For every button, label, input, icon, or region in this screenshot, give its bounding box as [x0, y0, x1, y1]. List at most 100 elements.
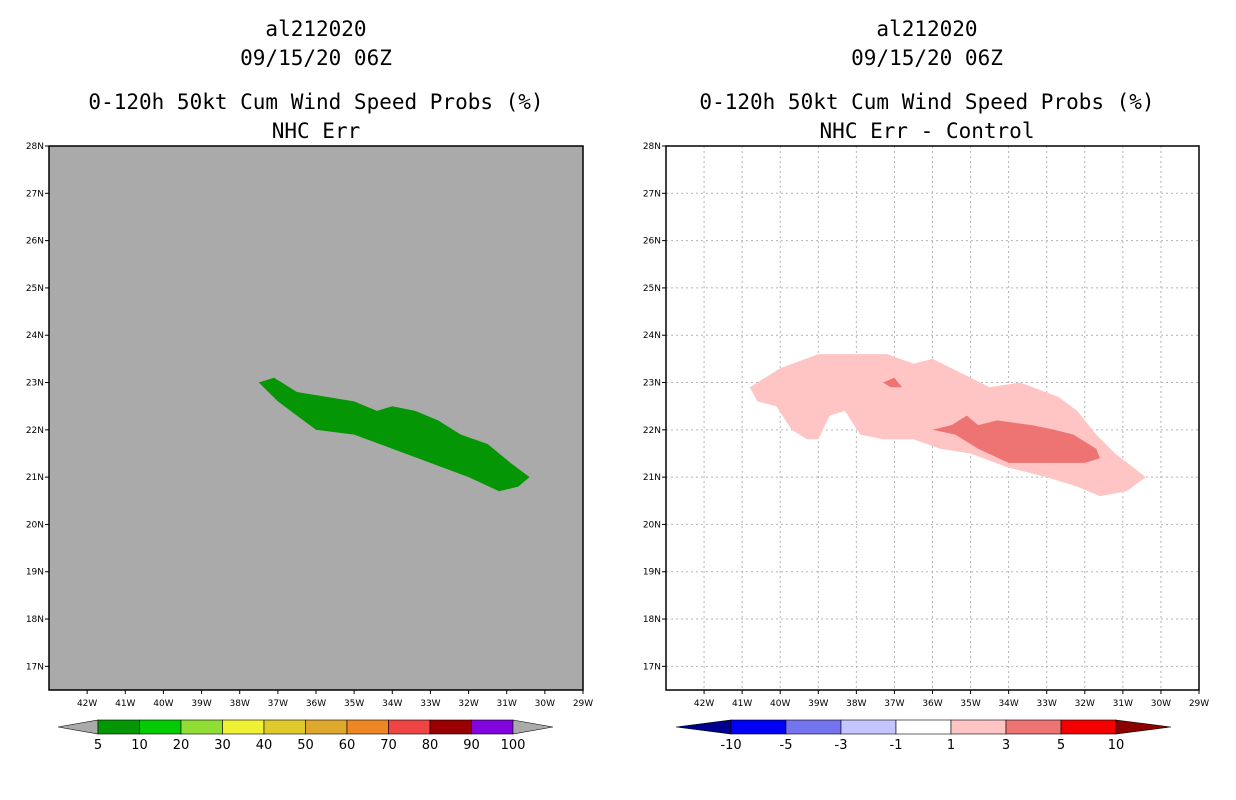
x-tick-label: 35W [960, 699, 980, 709]
contour-5-10-0 [258, 377, 530, 492]
colorbar-label: 40 [256, 738, 273, 753]
y-tick-label: 18N [643, 615, 661, 625]
x-tick-label: 38W [846, 699, 866, 709]
x-tick-label: 31W [497, 699, 517, 709]
y-tick-label: 25N [643, 284, 661, 294]
colorbar-swatch [950, 719, 1007, 735]
colorbar-label: 60 [339, 738, 356, 753]
colorbar-label: 5 [94, 738, 102, 753]
x-tick-label: 42W [77, 699, 97, 709]
colorbar-label: 20 [173, 738, 190, 753]
y-tick-label: 27N [26, 189, 44, 199]
x-tick-label: 40W [770, 699, 790, 709]
colorbar-label: 30 [214, 738, 231, 753]
y-tick-label: 19N [643, 568, 661, 578]
y-tick-label: 26N [26, 237, 44, 247]
colorbar-0: 5 10 20 30 40 50 60 70 80 90 100 [57, 719, 554, 753]
colorbar-swatch [388, 719, 431, 735]
colorbar-swatch [1060, 719, 1117, 735]
colorbar-over-triangle [512, 719, 554, 735]
colorbar-swatch [346, 719, 389, 735]
colorbar-swatch [180, 719, 223, 735]
colorbar-label: 5 [1057, 738, 1065, 753]
x-tick-label: 29W [1189, 699, 1209, 709]
y-tick-label: 28N [643, 142, 661, 152]
x-tick-label: 34W [998, 699, 1018, 709]
colorbar-label: 3 [1002, 738, 1010, 753]
x-tick-label: 37W [884, 699, 904, 709]
colorbar-label: -3 [835, 738, 848, 753]
colorbar-label: -10 [720, 738, 741, 753]
x-tick-label: 30W [535, 699, 555, 709]
colorbar-swatch [139, 719, 182, 735]
y-tick-label: 27N [643, 189, 661, 199]
y-tick-label: 18N [26, 615, 44, 625]
x-tick-label: 31W [1113, 699, 1133, 709]
y-tick-label: 22N [26, 426, 44, 436]
y-tick-label: 22N [643, 426, 661, 436]
map-panel-1: 42W 41W 40W 39W 38W 37W 36W 35W 34W 33W 32W 31W 30W 2… [643, 142, 1209, 753]
y-tick-label: 17N [26, 662, 44, 672]
colorbar-label: 90 [463, 738, 480, 753]
left-title-date: 09/15/20 06Z [240, 46, 392, 70]
colorbar-label: 10 [131, 738, 148, 753]
y-tick-label: 23N [643, 379, 661, 389]
x-tick-label: 39W [808, 699, 828, 709]
x-tick-label: 32W [458, 699, 478, 709]
left-title-product: 0-120h 50kt Cum Wind Speed Probs (%) [88, 90, 544, 114]
x-tick-label: 41W [732, 699, 752, 709]
y-tick-label: 21N [643, 473, 661, 483]
colorbar-swatch [840, 719, 897, 735]
x-tick-label: 38W [230, 699, 250, 709]
x-tick-label: 35W [344, 699, 364, 709]
y-tick-label: 20N [643, 520, 661, 530]
colorbar-label: 70 [380, 738, 397, 753]
right-title-subtitle: NHC Err - Control [819, 119, 1035, 143]
colorbar-swatch [785, 719, 842, 735]
x-tick-label: 36W [306, 699, 326, 709]
x-tick-label: 40W [153, 699, 173, 709]
colorbar-over-triangle [1115, 719, 1172, 735]
x-tick-label: 37W [268, 699, 288, 709]
y-tick-label: 17N [643, 662, 661, 672]
right-title-date: 09/15/20 06Z [851, 46, 1003, 70]
colorbar-label: 1 [947, 738, 955, 753]
y-tick-label: 26N [643, 237, 661, 247]
x-tick-label: 33W [1037, 699, 1057, 709]
colorbar-label: 50 [297, 738, 314, 753]
x-tick-label: 32W [1075, 699, 1095, 709]
y-tick-label: 28N [26, 142, 44, 152]
y-tick-label: 24N [26, 331, 44, 341]
x-tick-label: 33W [420, 699, 440, 709]
right-title-storm: al212020 [876, 17, 978, 41]
colorbar-label: 80 [422, 738, 439, 753]
left-title-storm: al212020 [265, 17, 367, 41]
y-tick-label: 20N [26, 520, 44, 530]
colorbar-1: -10 -5 -3 -1 1 3 5 10 [675, 719, 1172, 753]
contour-3-5-2 [883, 377, 902, 388]
y-tick-label: 24N [643, 331, 661, 341]
colorbar-swatch [895, 719, 952, 735]
colorbar-swatch [97, 719, 140, 735]
x-tick-label: 29W [573, 699, 593, 709]
y-tick-label: 23N [26, 379, 44, 389]
x-tick-label: 41W [115, 699, 135, 709]
colorbar-label: 100 [501, 738, 526, 753]
colorbar-under-triangle [675, 719, 732, 735]
right-title-product: 0-120h 50kt Cum Wind Speed Probs (%) [699, 90, 1155, 114]
x-tick-label: 30W [1151, 699, 1171, 709]
colorbar-swatch [471, 719, 514, 735]
y-tick-label: 19N [26, 568, 44, 578]
colorbar-swatch [730, 719, 787, 735]
colorbar-label: -5 [780, 738, 793, 753]
x-tick-label: 34W [382, 699, 402, 709]
colorbar-label: -1 [890, 738, 903, 753]
colorbar-swatch [429, 719, 472, 735]
colorbar-swatch [305, 719, 348, 735]
x-tick-label: 36W [922, 699, 942, 709]
x-tick-label: 39W [191, 699, 211, 709]
x-tick-label: 42W [694, 699, 714, 709]
map-panel-0: 42W 41W 40W 39W 38W 37W 36W 35W 34W 33W 32W 31W 30W 2… [26, 142, 593, 753]
colorbar-label: 10 [1108, 738, 1125, 753]
